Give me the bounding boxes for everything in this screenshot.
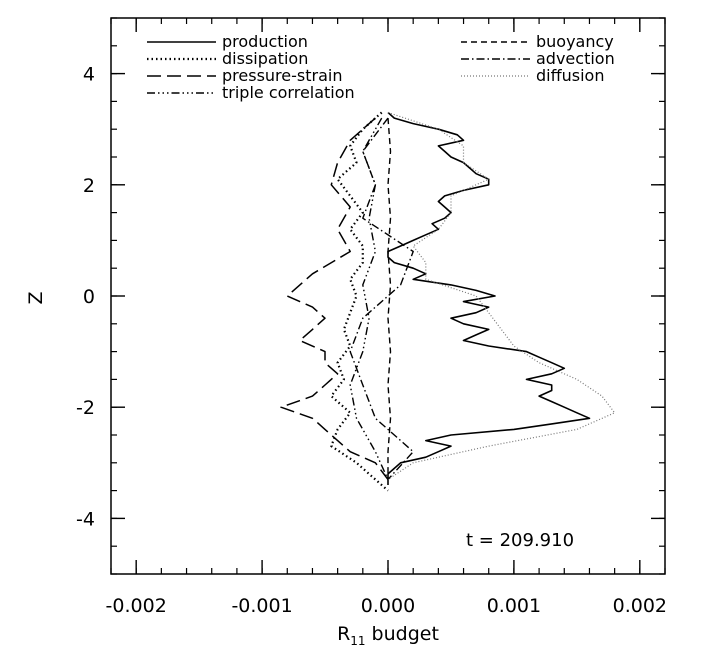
legend-label: triple correlation — [222, 83, 355, 102]
x-tick-label: -0.001 — [231, 595, 292, 617]
series-line-buoyancy — [387, 118, 392, 480]
legend-label: diffusion — [536, 66, 604, 85]
y-tick-label: 0 — [83, 286, 95, 308]
series-line-production — [387, 111, 591, 485]
legend-label: production — [222, 32, 308, 51]
series-line-pressure-strain — [280, 117, 389, 480]
x-tick-label: -0.002 — [106, 595, 167, 617]
legend-label: buoyancy — [536, 32, 614, 51]
series-line-triple-correlation — [349, 117, 389, 480]
legend-label: advection — [536, 49, 615, 68]
series-line-diffusion — [387, 111, 616, 481]
x-axis-label: R11 budget — [337, 623, 439, 648]
y-tick-label: -2 — [76, 397, 95, 419]
series-layer — [280, 111, 616, 492]
y-tick-label: 2 — [83, 175, 95, 197]
x-tick-label: 0.000 — [361, 595, 415, 617]
legend: productiondissipationpressure-straintrip… — [147, 32, 615, 102]
series-line-dissipation — [330, 111, 389, 492]
x-tick-label: 0.001 — [487, 595, 541, 617]
series-line-advection — [349, 117, 414, 480]
axis-ticks: -0.002 -0.001 0.000 0.001 0.002 -4 -2 0 2 4 — [76, 17, 667, 617]
legend-label: pressure-strain — [222, 66, 342, 85]
time-annotation: t = 209.910 — [466, 530, 574, 551]
y-tick-label: 4 — [83, 64, 95, 86]
y-axis-label: Z — [25, 291, 47, 304]
legend-label: dissipation — [222, 49, 308, 68]
x-tick-label: 0.002 — [613, 595, 667, 617]
y-tick-label: -4 — [76, 508, 95, 530]
